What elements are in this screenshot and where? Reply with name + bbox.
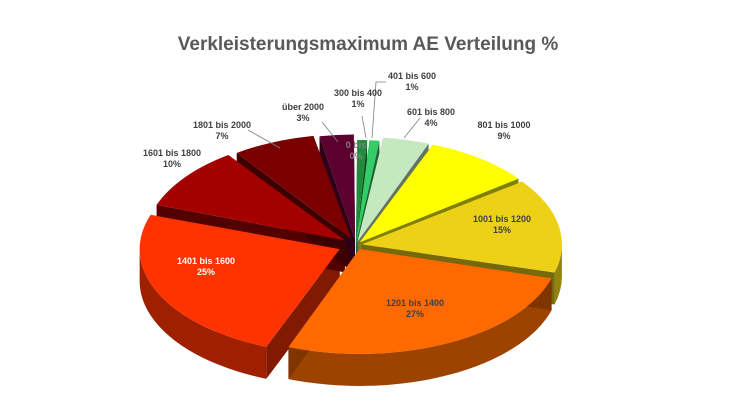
pie-slice-7 [139, 214, 340, 347]
pie-slice-2 [356, 140, 380, 245]
slice-label-4: 801 bis 1000 9% [477, 120, 530, 141]
slice-label-8: 1601 bis 1800 10% [143, 148, 201, 169]
slice-label-10: über 2000 3% [282, 102, 324, 123]
slice-label-7: 1401 bis 1600 25% [177, 256, 235, 277]
pie-slice-6 [288, 248, 552, 354]
slice-label-2: 401 bis 600 1% [388, 71, 436, 92]
leader-line-1 [361, 115, 367, 139]
chart-title: Verkleisterungsmaximum AE Verteilung % [177, 34, 559, 55]
pie-slice-side-6 [288, 278, 552, 386]
pie-slice-9 [236, 135, 352, 239]
pie-slice-10 [319, 134, 356, 240]
leader-line-9 [247, 129, 281, 149]
leader-line-2 [371, 81, 386, 139]
pie-slice-face-7-0 [266, 249, 340, 379]
slice-label-0: 0 bis 0% [346, 140, 367, 161]
slice-label-9: 1801 bis 2000 7% [193, 120, 251, 141]
pie-slice-4 [359, 144, 519, 243]
pie-slice-1 [356, 140, 368, 245]
slice-label-3: 601 bis 800 4% [407, 107, 455, 128]
pie-slice-side-5 [554, 244, 562, 305]
leader-line-3 [403, 117, 421, 139]
slice-label-5: 1001 bis 1200 15% [473, 214, 531, 235]
slice-label-6: 1201 bis 1400 27% [386, 298, 444, 319]
slice-label-1: 300 bis 400 1% [334, 88, 382, 109]
pie-slice-5 [361, 181, 562, 273]
leader-line-10 [321, 121, 339, 143]
pie-slice-8 [156, 155, 345, 241]
pie-slice-3 [357, 137, 429, 242]
pie-slice-side-7 [139, 249, 267, 379]
